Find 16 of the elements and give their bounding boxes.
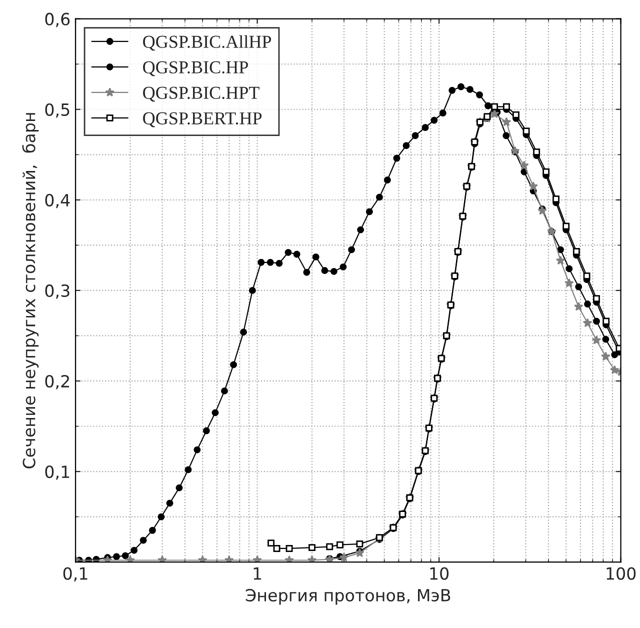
y-tick-label: 0,4 [45, 194, 70, 208]
y-axis-title: Сечение неупругих столкновений, барн [22, 113, 39, 468]
y-tick-label: 0,2 [45, 374, 69, 390]
y-tick-label: 0,1 [45, 465, 70, 480]
x-tick-label: 0,1 [63, 567, 88, 582]
legend-label: QGSP.BIC.HP [143, 61, 248, 76]
x-tick-label: 1 [254, 567, 262, 580]
legend-label: QGSP.BERT.HP [143, 112, 262, 128]
y-tick-label: 0,6 [45, 12, 70, 28]
y-tick-label: 0,3 [45, 284, 70, 299]
x-axis-title: Энергия протонов, МэВ [246, 588, 450, 605]
x-tick-label: 10 [430, 567, 449, 580]
x-tick-label: 100 [606, 567, 636, 580]
legend-label: QGSP.BIC.AllHP [143, 35, 272, 51]
legend-label: QGSP.BIC.HPT [143, 86, 260, 102]
y-tick-label: 0,5 [45, 103, 70, 118]
